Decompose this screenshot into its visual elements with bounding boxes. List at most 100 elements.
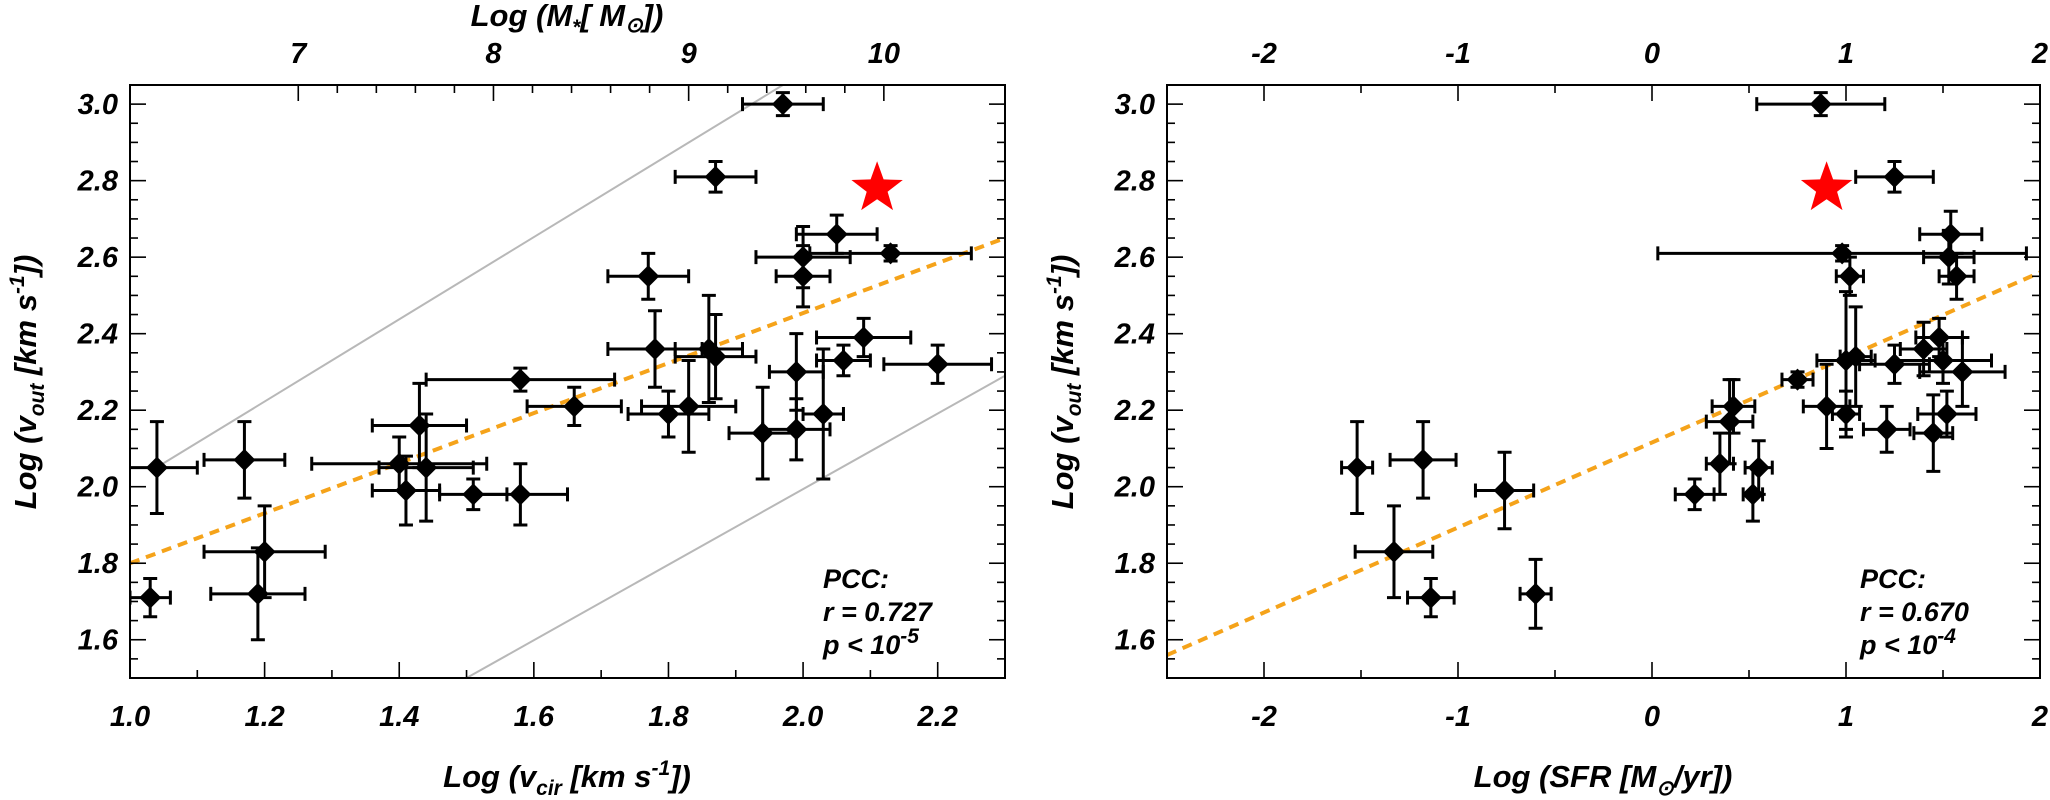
diamond-marker — [704, 345, 727, 368]
diamond-marker — [1912, 337, 1935, 360]
data-point — [673, 313, 758, 401]
y-tick-labels: 1.6 1.8 2.0 2.2 2.4 2.6 2.8 3.0 — [77, 89, 119, 657]
data-point — [1340, 420, 1375, 515]
data-point — [525, 385, 623, 427]
y-tick-label: 2.6 — [1114, 242, 1156, 274]
top-tick-label: 10 — [868, 38, 900, 70]
diamond-marker — [704, 165, 727, 188]
diamond-marker — [1945, 265, 1968, 288]
axis-ticks — [129, 84, 1006, 679]
data-point — [1743, 439, 1774, 496]
y-tick-label: 2.8 — [1114, 166, 1156, 198]
diamond-marker — [1844, 345, 1867, 368]
x-tick-label: 2.0 — [782, 701, 823, 733]
x-tick-label: 2 — [2031, 701, 2048, 733]
guide-line — [466, 374, 1005, 678]
left-scatter-panel: 1.0 1.2 1.4 1.6 1.8 2.0 2.2 1.6 1.8 2.0 2.2 2.4 2.6… — [6, 0, 1006, 800]
data-point — [1755, 91, 1887, 118]
y-axis-title: Log (vout [km s-1]) — [1043, 255, 1086, 510]
diamond-marker — [677, 395, 700, 418]
x-tick-label: -2 — [1251, 701, 1277, 733]
top-tick-labels: 7 8 9 10 — [290, 38, 900, 70]
diamond-marker — [253, 540, 276, 563]
data-point — [1854, 160, 1935, 194]
data-point — [1918, 336, 2007, 408]
diamond-marker — [1382, 540, 1405, 563]
pcc-title: PCC: — [1860, 564, 1926, 594]
x-axis-title: Log (SFR [M⊙/yr]) — [1474, 759, 1733, 800]
data-point — [202, 504, 327, 600]
diamond-marker — [1838, 265, 1861, 288]
data-point — [424, 366, 617, 393]
x-tick-label: 1.4 — [379, 701, 419, 733]
data-point — [801, 347, 845, 481]
data-point — [1353, 504, 1435, 600]
diamond-marker — [926, 353, 949, 376]
data-point — [1710, 378, 1757, 435]
fit-line-group — [1167, 270, 2040, 657]
data-point — [673, 293, 744, 405]
data-point — [370, 381, 469, 470]
pcc-r-value: r = 0.670 — [1860, 597, 1969, 627]
diamond-marker — [771, 93, 794, 116]
data-point — [1673, 477, 1716, 512]
diamond-marker — [852, 326, 875, 349]
fit-line — [130, 236, 1005, 566]
data-point — [1838, 305, 1873, 408]
data-point — [767, 332, 825, 412]
diamond-marker — [563, 395, 586, 418]
data-point — [209, 546, 307, 642]
diamond-marker — [832, 349, 855, 372]
diamond-marker — [1412, 448, 1435, 471]
top-tick-label: 7 — [290, 38, 308, 70]
x-tick-label: 1.2 — [244, 701, 284, 733]
y-tick-label: 3.0 — [1115, 89, 1155, 121]
top-tick-label: 2 — [2031, 38, 2048, 70]
data-points — [1340, 91, 2028, 630]
right-scatter-panel: -2 -1 0 1 2 1.6 1.8 2.0 2.2 2.4 2.6 2.8 3.0 -2 -1 0 1 2… — [1043, 38, 2048, 800]
diamond-marker — [394, 479, 417, 502]
diamond-marker — [1831, 242, 1854, 265]
data-point — [761, 397, 832, 462]
data-point — [1388, 420, 1458, 500]
diamond-marker — [1835, 403, 1857, 426]
x-axis-title: Log (vcir [km s-1]) — [443, 757, 691, 800]
diamond-marker — [139, 586, 162, 609]
data-point — [1898, 320, 1949, 378]
diamond-marker — [785, 360, 808, 383]
diamond-marker — [825, 223, 848, 246]
diamond-marker — [1718, 410, 1741, 433]
y-tick-label: 1.6 — [78, 625, 119, 657]
data-point — [794, 213, 879, 255]
data-point — [202, 420, 287, 500]
diamond-marker — [644, 337, 666, 360]
top-tick-label: 1 — [1838, 38, 1854, 70]
diamond-marker — [1932, 349, 1954, 372]
diamond-marker — [1524, 582, 1547, 605]
data-point — [1780, 368, 1815, 391]
diamond-marker — [1935, 403, 1958, 426]
diamond-marker — [1708, 452, 1731, 475]
diamond-marker — [785, 418, 808, 441]
diamond-marker — [657, 403, 680, 426]
diamond-marker — [415, 456, 438, 479]
data-points — [130, 91, 994, 642]
x-tick-label: 1.8 — [648, 701, 689, 733]
diamond-marker — [1346, 456, 1369, 479]
data-point — [130, 420, 199, 515]
diamond-marker — [233, 448, 256, 471]
data-point — [1830, 389, 1862, 439]
y-tick-label: 1.6 — [1115, 625, 1156, 657]
data-point — [741, 91, 825, 118]
plot-frame — [1166, 84, 2041, 679]
diamond-marker — [1875, 418, 1898, 441]
y-tick-label: 2.2 — [1114, 395, 1155, 427]
diamond-marker — [1747, 456, 1770, 479]
guide-line — [149, 85, 784, 473]
data-point — [1937, 251, 1976, 301]
data-point — [1704, 378, 1755, 466]
star-marker — [1800, 161, 1853, 211]
y-tick-label: 2.2 — [77, 395, 118, 427]
data-point — [1518, 557, 1553, 630]
